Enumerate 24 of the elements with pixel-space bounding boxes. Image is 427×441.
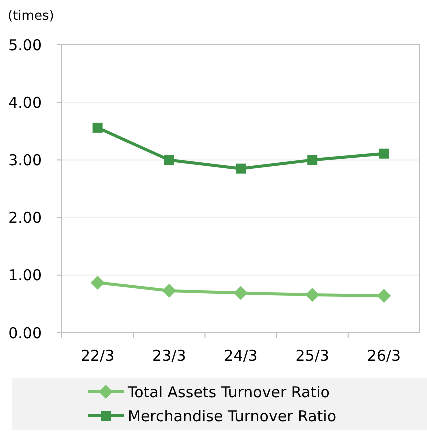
y-axis-title: (times) <box>8 9 54 24</box>
y-tick-label: 5.00 <box>8 36 42 54</box>
y-tick-label: 1.00 <box>8 266 42 285</box>
point <box>308 155 318 166</box>
x-tick-label: 26/3 <box>367 347 402 365</box>
x-tick-label: 23/3 <box>152 347 186 365</box>
point <box>164 155 174 166</box>
point <box>90 276 105 290</box>
legend-label: Total Assets Turnover Ratio <box>127 383 330 402</box>
y-tick-label: 4.00 <box>8 94 42 112</box>
y-tick-label: 3.00 <box>8 151 42 170</box>
point <box>306 288 320 302</box>
point <box>92 122 103 133</box>
point <box>377 289 392 304</box>
legend-label: Merchandise Turnover Ratio <box>128 407 336 426</box>
x-tick-label: 22/3 <box>80 347 115 365</box>
point <box>234 286 248 300</box>
x-tick-label: 24/3 <box>224 347 258 365</box>
point <box>379 148 390 159</box>
point <box>162 284 176 298</box>
point <box>236 164 246 174</box>
y-tick-label: 2.00 <box>8 209 42 228</box>
x-tick-label: 25/3 <box>296 347 330 365</box>
y-tick-label: 0.00 <box>8 324 42 342</box>
